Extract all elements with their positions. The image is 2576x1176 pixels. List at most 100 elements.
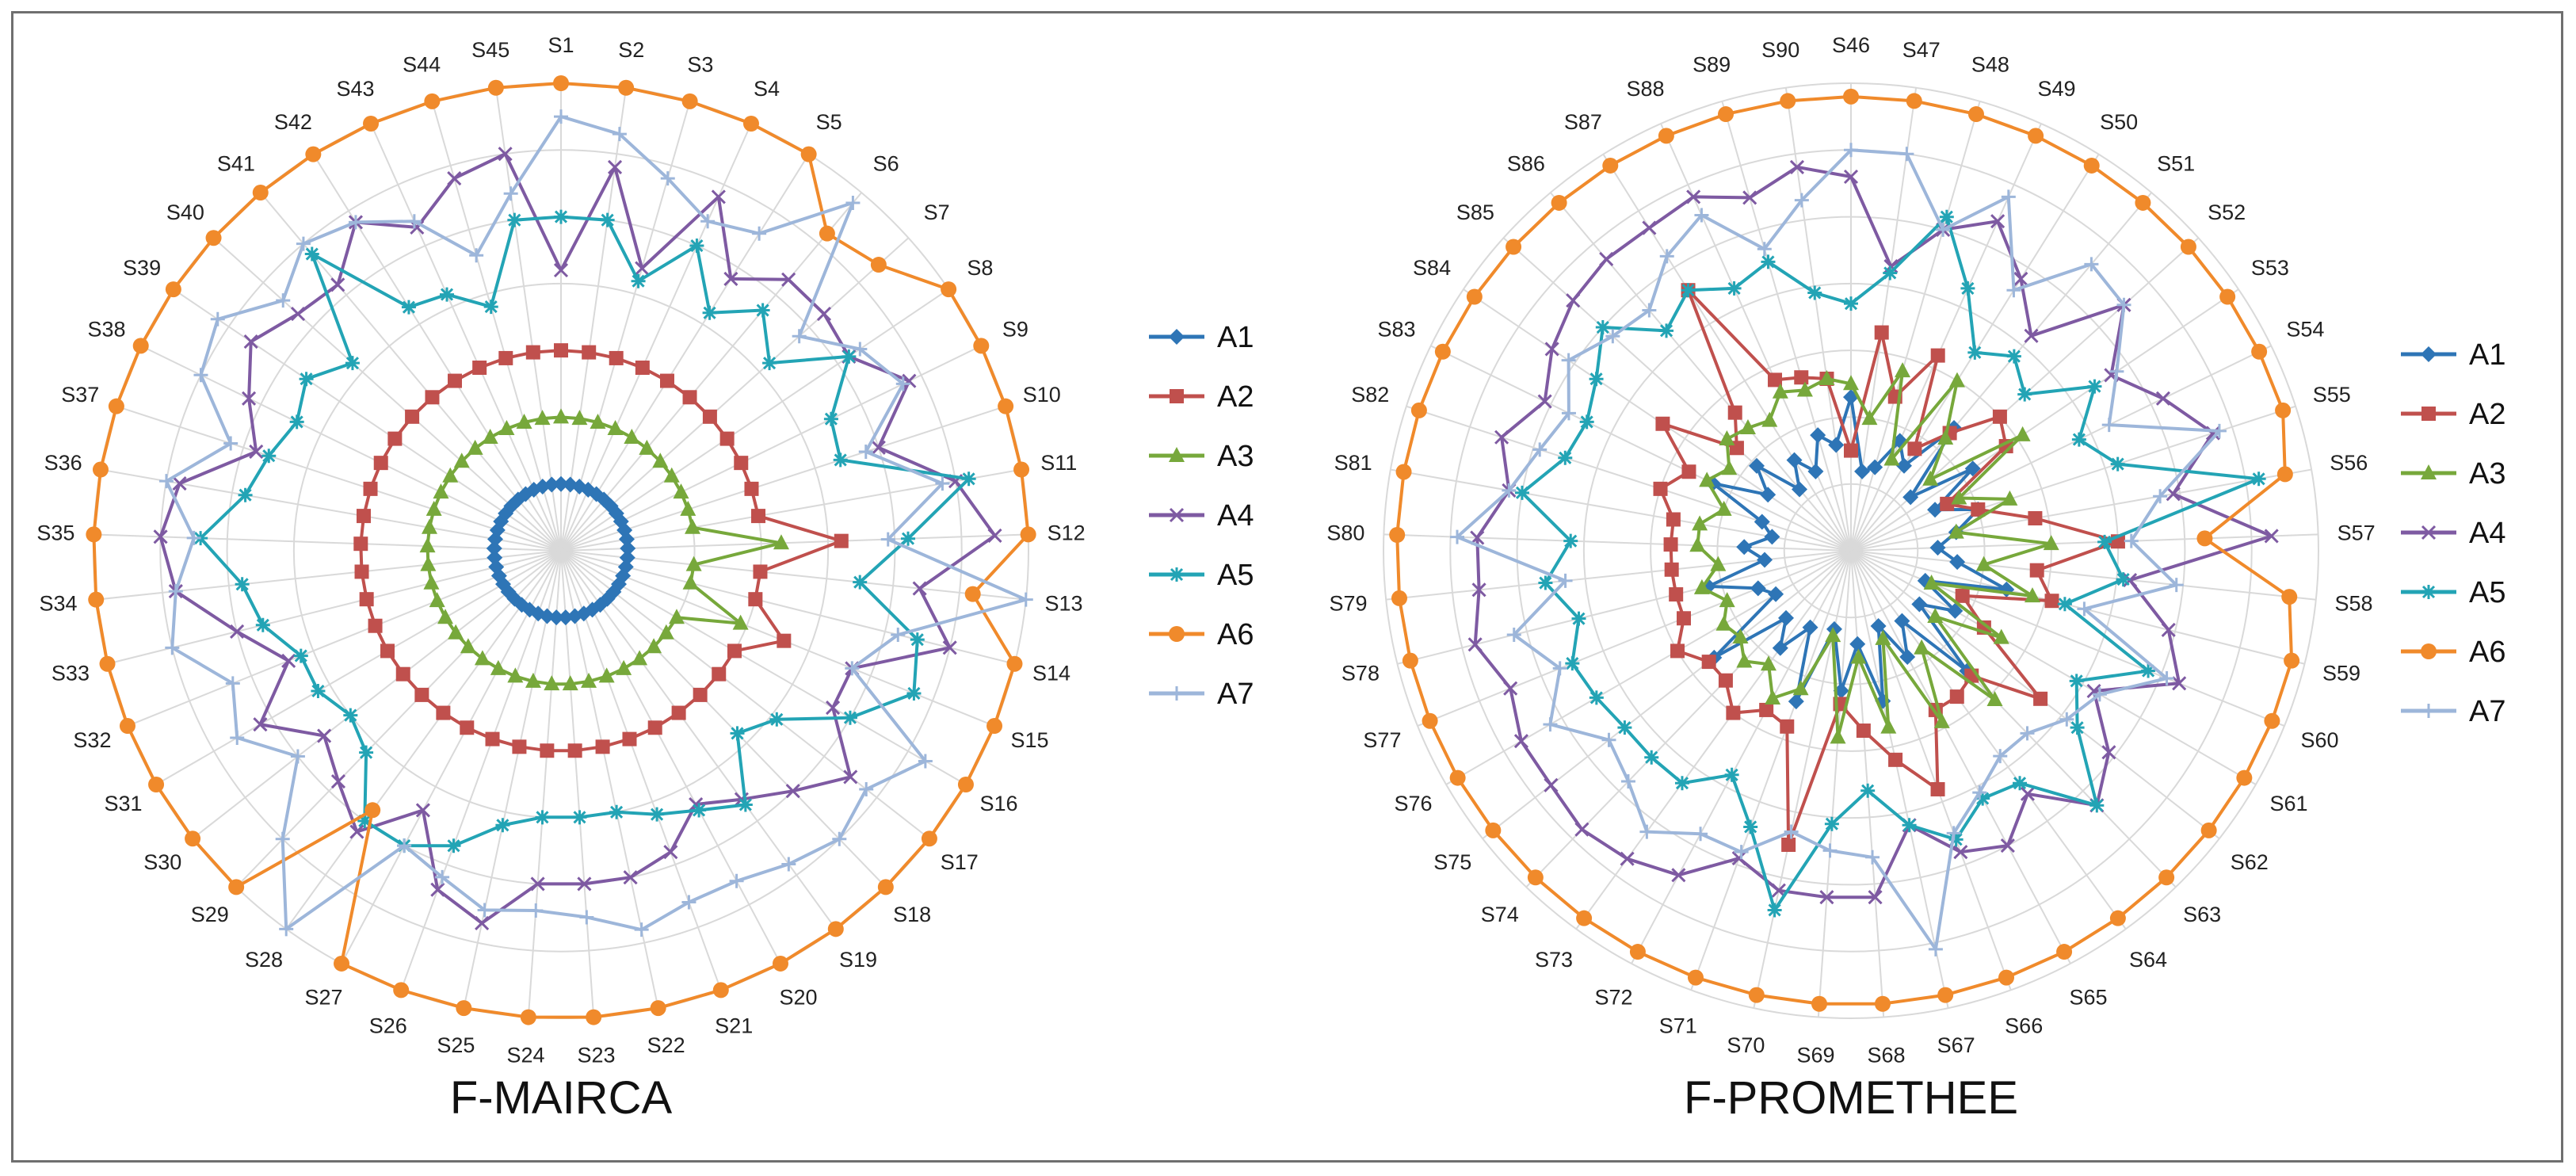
- chart1-A5-point-21: [1902, 818, 1917, 833]
- chart1-A5-point-26: [1724, 767, 1739, 782]
- chart1-A4-point-43: [1742, 190, 1757, 205]
- chart0-A6-point-22: [586, 1009, 602, 1025]
- chart0-A5-point-23: [535, 810, 550, 825]
- chart0-A7-point-44: [503, 186, 518, 201]
- chart1-A3-point-24: [1825, 627, 1841, 643]
- chart1-A5-point-35: [1514, 485, 1529, 500]
- chart0-A2-point-28: [414, 687, 429, 702]
- chart0-A7-point-19: [729, 873, 744, 888]
- chart1-A5-point-33: [1538, 575, 1553, 590]
- chart1-A2-point-35: [1666, 512, 1681, 527]
- chart0-A6-point-26: [334, 955, 350, 972]
- chart1-A5-point-5: [2006, 349, 2021, 364]
- chart1-category-label-21: S67: [1937, 1033, 1975, 1057]
- chart1-spoke-23: [1817, 550, 1852, 1018]
- chart0-A3-point-17: [646, 638, 662, 654]
- chart1-A5-point-44: [1807, 285, 1822, 300]
- chart0-A5-point-5: [755, 303, 770, 318]
- chart1-A2-point-28: [1718, 673, 1733, 688]
- chart1-A1-point-19: [1899, 648, 1916, 665]
- chart0-spoke-20: [560, 550, 722, 991]
- chart1-spoke-39: [1502, 237, 1852, 552]
- chart0-A5-point-43: [483, 300, 498, 315]
- chart0-spoke-39: [212, 237, 562, 552]
- chart1-A2-point-38: [1655, 416, 1670, 431]
- chart0-A7-point-25: [435, 869, 450, 884]
- chart0-A7-point-17: [832, 831, 847, 846]
- chart1-A1-point-7: [1964, 460, 1981, 477]
- chart1-A7-point-15: [2092, 687, 2107, 702]
- chart0-spoke-42: [370, 123, 562, 552]
- chart1-A6-point-42: [1658, 128, 1674, 144]
- chart0-A7-point-3: [700, 214, 716, 229]
- chart0-A7-point-10: [935, 476, 950, 491]
- chart1-A7-point-12: [2169, 578, 2184, 593]
- legend-f-promethee: A1 A2 A3 A4 A5 A6 A7: [2401, 338, 2505, 728]
- legend-A1-point-marker: [1169, 329, 1185, 345]
- chart1-category-label-11: S57: [2337, 521, 2376, 545]
- chart1-A2-point-24: [1781, 837, 1796, 852]
- chart1-A2-point-8: [1940, 496, 1955, 511]
- chart1-A7-point-3: [2001, 189, 2016, 204]
- legend-label-A5: A5: [2469, 576, 2505, 609]
- chart0-spoke-22: [560, 550, 595, 1018]
- chart0-series-line-A6: [92, 82, 1030, 1019]
- chart1-A3-point-10: [1948, 523, 1964, 539]
- chart1-A2-point-4: [1907, 441, 1922, 456]
- chart0-category-label-29: S30: [143, 850, 181, 874]
- chart-title-f-mairca: F-MAIRCA: [450, 1072, 673, 1124]
- chart1-category-label-17: S63: [2183, 903, 2221, 926]
- chart1-A3-point-20: [1875, 629, 1891, 645]
- chart0-A2-point-41: [448, 373, 463, 388]
- chart1-A3-point-38: [1721, 460, 1738, 475]
- chart1-A7-point-30: [1543, 717, 1558, 732]
- chart0-A1-point-0: [553, 475, 569, 492]
- chart0-category-label-43: S44: [403, 53, 441, 77]
- chart0-A3-point-30: [437, 609, 454, 624]
- chart1-spoke-19: [1850, 550, 2071, 964]
- chart1-A5-point-39: [1595, 320, 1610, 335]
- chart0-A4-point-6: [816, 307, 832, 322]
- chart0-A4-point-3: [711, 189, 726, 204]
- legend-item-A1: A1: [1149, 321, 1254, 354]
- chart1-A2-point-25: [1780, 719, 1795, 734]
- legend-A6-point-marker: [1169, 626, 1185, 642]
- chart1-A5-point-43: [1761, 254, 1776, 269]
- chart0-series-A7: [158, 109, 1033, 937]
- chart1-A6-point-30: [1449, 769, 1466, 786]
- chart1-A5-point-4: [1967, 345, 1983, 360]
- chart0-A2-point-35: [356, 509, 371, 524]
- chart1-A6-point-44: [1780, 93, 1796, 109]
- chart1-A1-point-11: [1929, 540, 1946, 556]
- chart1-A1-point-38: [1760, 487, 1776, 503]
- chart1-A1-point-12: [1949, 554, 1966, 571]
- chart1-spoke-43: [1721, 101, 1852, 552]
- chart0-category-label-40: S41: [217, 151, 255, 175]
- chart1-A2-point-16: [2033, 691, 2048, 706]
- chart0-A5-point-19: [692, 803, 707, 818]
- chart1-spoke-25: [1690, 550, 1852, 991]
- chart0-category-label-41: S42: [274, 110, 312, 134]
- legend-A2-point-marker: [1170, 389, 1184, 403]
- chart1-A5-point-0: [1844, 296, 1858, 311]
- chart0-A2-point-29: [395, 666, 410, 682]
- chart0-A6-point-25: [393, 982, 410, 998]
- chart1-A4-point-3: [1990, 214, 2005, 229]
- chart0-A6-point-38: [165, 281, 181, 298]
- chart0-spoke-28: [235, 550, 562, 888]
- chart0-A5-point-3: [689, 239, 704, 254]
- chart1-A6-point-5: [2135, 194, 2151, 211]
- chart1-A3-point-17: [1986, 690, 2003, 706]
- chart1-A6-point-3: [2028, 128, 2044, 144]
- chart0-spoke-13: [560, 550, 1015, 665]
- chart0-A3-point-35: [421, 518, 437, 534]
- chart1-A2-point-27: [1726, 705, 1741, 720]
- chart0-A6-point-5: [819, 225, 835, 242]
- chart1-A3-point-13: [2024, 587, 2040, 603]
- chart1-A1-point-1: [1854, 463, 1871, 479]
- chart0-A6-point-33: [88, 591, 105, 608]
- chart1-A6-point-2: [1967, 106, 1984, 123]
- chart0-A3-point-37: [433, 483, 449, 499]
- chart0-A5-point-16: [769, 712, 784, 727]
- chart1-A5-point-22: [1860, 783, 1876, 798]
